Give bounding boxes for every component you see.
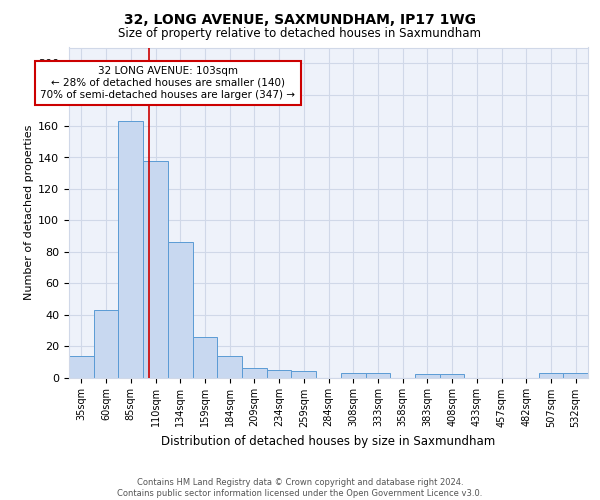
Bar [415, 374, 440, 378]
Bar [193, 336, 217, 378]
Bar [292, 371, 316, 378]
Bar [94, 310, 118, 378]
Bar [143, 160, 168, 378]
Bar [242, 368, 267, 378]
Bar [539, 373, 563, 378]
Bar [563, 373, 588, 378]
X-axis label: Distribution of detached houses by size in Saxmundham: Distribution of detached houses by size … [161, 435, 496, 448]
Text: Contains HM Land Registry data © Crown copyright and database right 2024.
Contai: Contains HM Land Registry data © Crown c… [118, 478, 482, 498]
Bar [267, 370, 292, 378]
Bar [69, 356, 94, 378]
Bar [365, 373, 390, 378]
Bar [341, 373, 365, 378]
Text: 32 LONG AVENUE: 103sqm
← 28% of detached houses are smaller (140)
70% of semi-de: 32 LONG AVENUE: 103sqm ← 28% of detached… [40, 66, 295, 100]
Text: 32, LONG AVENUE, SAXMUNDHAM, IP17 1WG: 32, LONG AVENUE, SAXMUNDHAM, IP17 1WG [124, 12, 476, 26]
Bar [118, 122, 143, 378]
Text: Size of property relative to detached houses in Saxmundham: Size of property relative to detached ho… [119, 28, 482, 40]
Bar [217, 356, 242, 378]
Bar [168, 242, 193, 378]
Bar [440, 374, 464, 378]
Y-axis label: Number of detached properties: Number of detached properties [24, 125, 34, 300]
